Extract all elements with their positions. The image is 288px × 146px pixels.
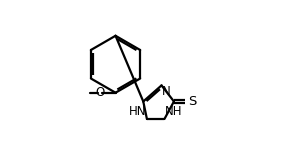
Text: N: N <box>162 85 171 98</box>
Text: S: S <box>189 95 197 108</box>
Text: O: O <box>96 86 105 99</box>
Text: HN: HN <box>129 105 146 118</box>
Text: NH: NH <box>165 105 183 118</box>
